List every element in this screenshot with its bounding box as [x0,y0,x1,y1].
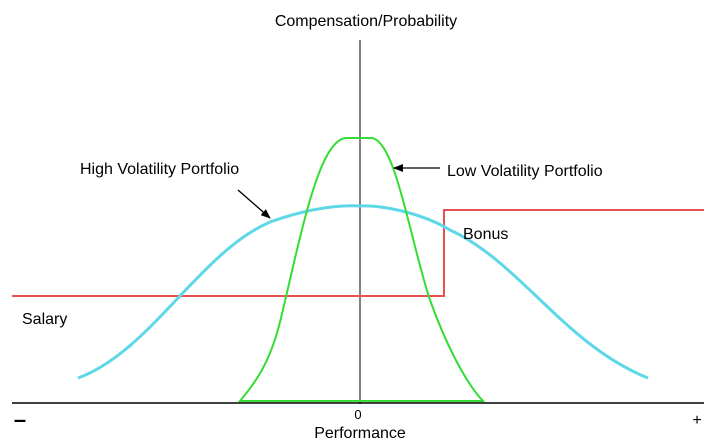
x-axis-label: Performance [314,425,406,441]
minus-label: – [14,407,26,432]
low-volatility-label: Low Volatility Portfolio [447,163,603,180]
origin-label: 0 [354,407,361,422]
plus-label: + [692,412,701,429]
high-volatility-curve [77,204,649,380]
bonus-label: Bonus [463,226,508,243]
high-volatility-arrow [237,189,271,219]
salary-label: Salary [22,311,67,328]
compensation-line [12,209,704,297]
y-axis-label: Compensation/Probability [275,13,457,30]
low-volatility-curve [237,137,486,402]
high-volatility-label: High Volatility Portfolio [80,161,239,178]
